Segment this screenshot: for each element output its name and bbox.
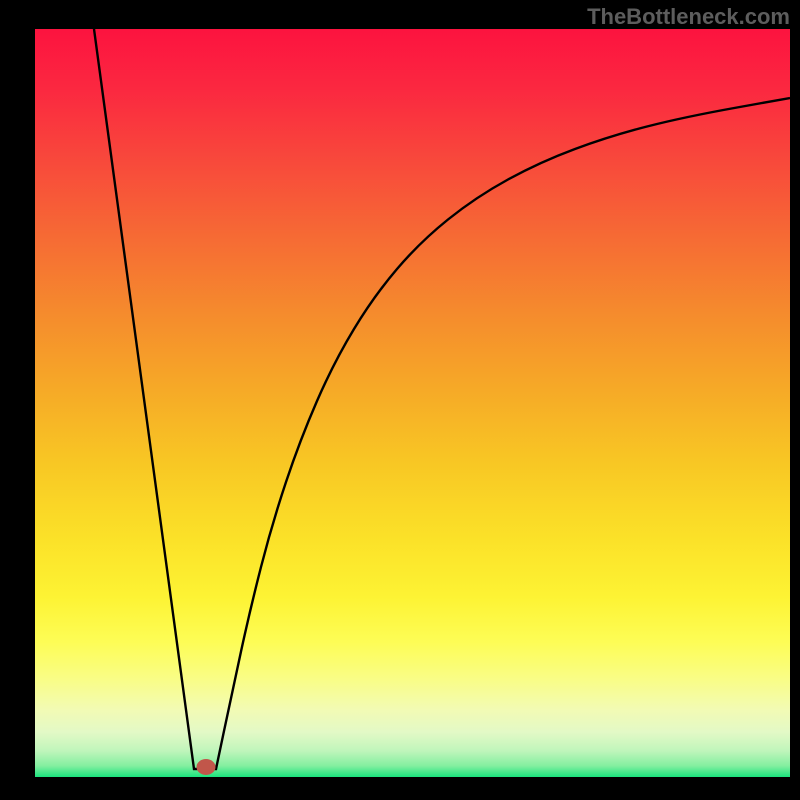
chart-svg xyxy=(0,0,800,800)
plot-area xyxy=(35,29,790,777)
trough-marker xyxy=(197,760,215,775)
plot-background-gradient xyxy=(35,29,790,777)
chart-stage: TheBottleneck.com xyxy=(0,0,800,800)
watermark-text: TheBottleneck.com xyxy=(587,4,790,30)
